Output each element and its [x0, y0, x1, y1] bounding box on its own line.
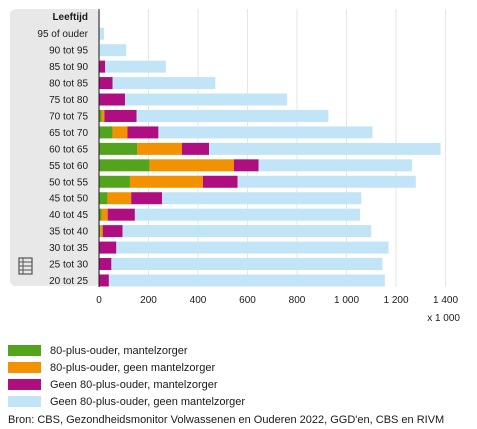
- bar-segment: [107, 208, 135, 221]
- x-unit-label: x 1 000: [427, 313, 460, 324]
- bar-segment: [99, 258, 112, 271]
- category-label: 60 tot 65: [49, 144, 88, 155]
- x-tick-label: 600: [239, 295, 256, 306]
- bar-segment: [162, 192, 362, 205]
- bars: [99, 27, 441, 287]
- category-label: 70 tot 75: [49, 111, 88, 122]
- legend-label: Geen 80-plus-ouder, geen mantelzorger: [50, 395, 246, 408]
- bar-segment: [108, 274, 385, 287]
- bar-segment: [129, 175, 203, 188]
- legend-swatch: [8, 345, 41, 356]
- x-tick-label: 1 000: [334, 295, 359, 306]
- source-note: Bron: CBS, Gezondheidsmonitor Volwassene…: [8, 414, 445, 426]
- bar-segment: [99, 274, 109, 287]
- bar-segment: [99, 192, 108, 205]
- category-label: 80 tot 85: [49, 79, 88, 90]
- legend-label: Geen 80-plus-ouder, mantelzorger: [50, 378, 218, 391]
- x-tick-label: 400: [190, 295, 207, 306]
- legend-item: Geen 80-plus-ouder, geen mantelzorger: [8, 393, 245, 410]
- bar-segment: [100, 225, 103, 238]
- bar-segment: [149, 159, 234, 172]
- legend-label: 80-plus-ouder, mantelzorger: [50, 344, 188, 357]
- bar-segment: [202, 175, 238, 188]
- bar-segment: [99, 44, 127, 57]
- bar-segment: [99, 175, 130, 188]
- category-label: 75 tot 80: [49, 95, 88, 106]
- bar-segment: [101, 208, 108, 221]
- category-label: 45 tot 50: [49, 194, 88, 205]
- legend-item: 80-plus-ouder, geen mantelzorger: [8, 359, 245, 376]
- category-label: 95 of ouder: [37, 29, 88, 40]
- bar-segment: [99, 126, 113, 139]
- legend-swatch: [8, 362, 41, 373]
- category-panel: [10, 9, 100, 286]
- legend-item: 80-plus-ouder, mantelzorger: [8, 342, 245, 359]
- bar-segment: [181, 142, 210, 155]
- bar-segment: [137, 142, 182, 155]
- legend: 80-plus-ouder, mantelzorger 80-plus-oude…: [8, 342, 245, 410]
- category-labels: 95 of ouder 90 tot 95 85 tot 90 80 tot 85 75…: [37, 29, 88, 287]
- bar-segment: [258, 159, 413, 172]
- bar-segment: [122, 225, 372, 238]
- table-view-icon[interactable]: [18, 257, 33, 275]
- bar-segment: [124, 93, 288, 106]
- bar-segment: [99, 142, 138, 155]
- category-label: 90 tot 95: [49, 46, 88, 57]
- bar-segment: [112, 126, 128, 139]
- bar-segment: [116, 241, 389, 254]
- x-tick-label: 800: [289, 295, 306, 306]
- bar-segment: [127, 126, 159, 139]
- bar-segment: [99, 109, 102, 122]
- category-label: 40 tot 45: [49, 210, 88, 221]
- category-label: 55 tot 60: [49, 161, 88, 172]
- legend-swatch: [8, 379, 41, 390]
- category-label: 85 tot 90: [49, 62, 88, 73]
- bar-segment: [112, 77, 216, 90]
- x-tick-label: 0: [96, 295, 102, 306]
- category-label: 50 tot 55: [49, 177, 88, 188]
- bar-segment: [99, 27, 104, 40]
- category-label: 30 tot 35: [49, 243, 88, 254]
- bar-segment: [107, 192, 132, 205]
- category-label: 20 tot 25: [49, 276, 88, 287]
- bar-segment: [99, 93, 125, 106]
- x-tick-label: 1 200: [383, 295, 408, 306]
- bar-segment: [99, 77, 113, 90]
- bar-segment: [233, 159, 259, 172]
- bar-segment: [102, 225, 123, 238]
- bar-segment: [104, 109, 137, 122]
- category-label: 35 tot 40: [49, 227, 88, 238]
- bar-segment: [158, 126, 373, 139]
- category-label: 25 tot 30: [49, 260, 88, 271]
- legend-label: 80-plus-ouder, geen mantelzorger: [50, 361, 216, 374]
- bar-segment: [99, 159, 150, 172]
- bar-segment: [136, 109, 329, 122]
- bar-segment: [99, 208, 102, 221]
- bar-segment: [131, 192, 163, 205]
- bar-segment: [99, 241, 117, 254]
- bar-segment: [99, 60, 106, 73]
- category-label: 65 tot 70: [49, 128, 88, 139]
- x-tick-label: 1 400: [433, 295, 458, 306]
- bar-segment: [209, 142, 441, 155]
- x-tick-label: 200: [140, 295, 157, 306]
- bar-segment: [99, 225, 101, 238]
- stacked-bar-chart: Leeftijd 95 of ouder 90 tot 95 85 tot 90 80…: [10, 9, 460, 324]
- bar-segment: [101, 109, 105, 122]
- bar-segment: [111, 258, 383, 271]
- bar-segment: [134, 208, 361, 221]
- x-tick-labels: 0 200 400 600 800 1 000 1 200 1 400: [96, 295, 458, 306]
- legend-swatch: [8, 396, 41, 407]
- bar-segment: [105, 60, 166, 73]
- legend-item: Geen 80-plus-ouder, mantelzorger: [8, 376, 245, 393]
- bar-segment: [237, 175, 416, 188]
- y-axis-title: Leeftijd: [52, 12, 88, 23]
